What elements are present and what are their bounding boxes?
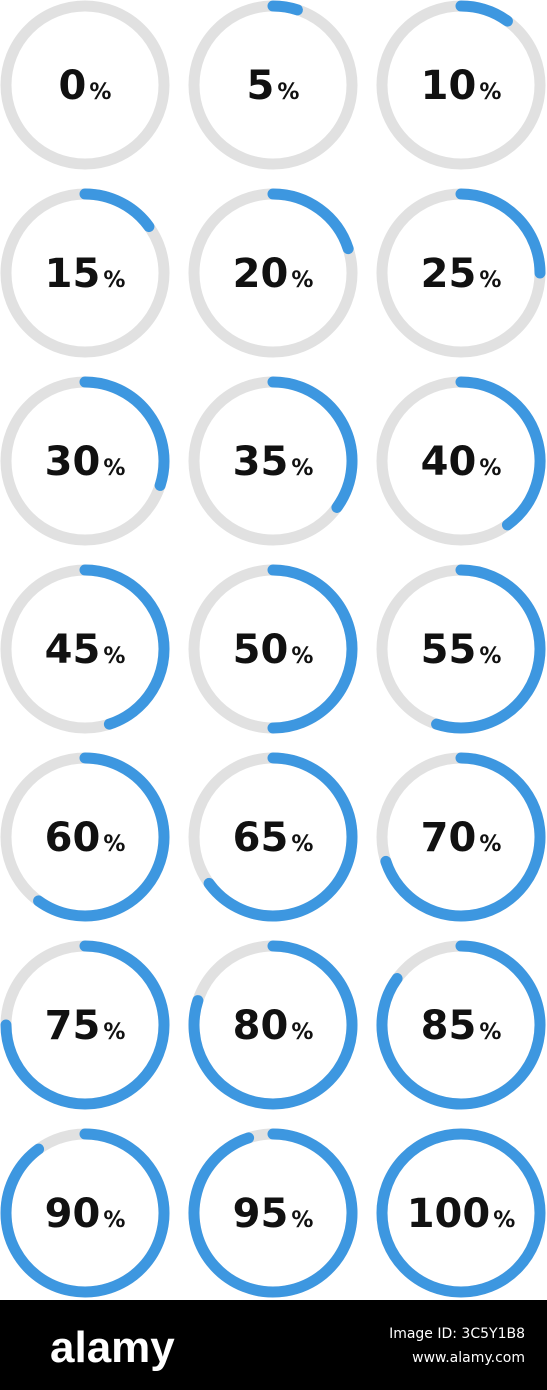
ring-label: 75% (45, 1003, 126, 1049)
ring-value: 40 (421, 439, 477, 485)
ring-value: 65 (233, 815, 289, 861)
ring-unit: % (103, 1208, 125, 1233)
ring-label: 55% (421, 627, 502, 673)
ring-progress (455, 0, 513, 27)
ring-progress (79, 564, 170, 730)
ring-progress (376, 940, 546, 1110)
ring-unit: % (103, 644, 125, 669)
ring-unit: % (493, 1208, 515, 1233)
ring-progress (33, 752, 170, 922)
ring-progress (79, 376, 170, 491)
ring-progress (267, 376, 358, 513)
ring-progress (380, 752, 546, 922)
ring-value: 20 (233, 251, 289, 297)
ring-label: 90% (45, 1191, 126, 1237)
ring-value: 100 (407, 1191, 491, 1237)
ring-value: 90 (45, 1191, 101, 1237)
footer-band (0, 1300, 547, 1390)
ring-label: 25% (421, 251, 502, 297)
ring-progress (0, 940, 170, 1110)
ring-value: 95 (233, 1191, 289, 1237)
ring-value: 70 (421, 815, 477, 861)
ring-label: 100% (407, 1191, 516, 1237)
ring-unit: % (291, 1208, 313, 1233)
ring-label: 65% (233, 815, 314, 861)
ring-label: 80% (233, 1003, 314, 1049)
ring-unit: % (103, 456, 125, 481)
ring-progress (188, 1128, 358, 1298)
ring-label: 70% (421, 815, 502, 861)
ring-value: 50 (233, 627, 289, 673)
footer-image-id: Image ID: 3C5Y1B8 (389, 1326, 525, 1342)
ring-label: 40% (421, 439, 502, 485)
ring-progress (0, 1128, 170, 1298)
footer-url: www.alamy.com (412, 1350, 525, 1366)
ring-unit: % (89, 80, 111, 105)
ring-label: 15% (45, 251, 126, 297)
ring-progress (431, 564, 546, 734)
ring-progress (455, 376, 546, 531)
ring-unit: % (103, 268, 125, 293)
ring-unit: % (291, 1020, 313, 1045)
ring-label: 30% (45, 439, 126, 485)
ring-label: 5% (247, 63, 300, 109)
footer-logo: alamy (50, 1323, 175, 1372)
ring-unit: % (103, 832, 125, 857)
ring-label: 95% (233, 1191, 314, 1237)
ring-unit: % (479, 644, 501, 669)
ring-value: 35 (233, 439, 289, 485)
ring-value: 85 (421, 1003, 477, 1049)
ring-label: 85% (421, 1003, 502, 1049)
ring-unit: % (479, 268, 501, 293)
ring-unit: % (291, 456, 313, 481)
ring-value: 10 (421, 63, 477, 109)
ring-progress (376, 1128, 546, 1298)
ring-label: 50% (233, 627, 314, 673)
ring-unit: % (291, 832, 313, 857)
ring-progress (203, 752, 358, 922)
ring-value: 15 (45, 251, 101, 297)
ring-value: 75 (45, 1003, 101, 1049)
ring-value: 45 (45, 627, 101, 673)
ring-progress (455, 188, 546, 279)
ring-progress (79, 188, 155, 233)
ring-progress (188, 940, 358, 1110)
ring-value: 55 (421, 627, 477, 673)
ring-label: 20% (233, 251, 314, 297)
ring-value: 25 (421, 251, 477, 297)
ring-label: 60% (45, 815, 126, 861)
ring-unit: % (479, 80, 501, 105)
ring-unit: % (291, 644, 313, 669)
ring-label: 10% (421, 63, 502, 109)
ring-unit: % (479, 1020, 501, 1045)
ring-progress (267, 0, 303, 16)
ring-label: 45% (45, 627, 126, 673)
ring-value: 60 (45, 815, 101, 861)
ring-value: 0 (59, 63, 87, 109)
ring-unit: % (103, 1020, 125, 1045)
ring-progress (267, 564, 358, 734)
ring-value: 80 (233, 1003, 289, 1049)
ring-unit: % (277, 80, 299, 105)
ring-label: 0% (59, 63, 112, 109)
ring-label: 35% (233, 439, 314, 485)
ring-unit: % (291, 268, 313, 293)
ring-unit: % (479, 832, 501, 857)
ring-unit: % (479, 456, 501, 481)
ring-track (0, 0, 170, 170)
ring-value: 5 (247, 63, 275, 109)
ring-progress (267, 188, 354, 255)
ring-value: 30 (45, 439, 101, 485)
